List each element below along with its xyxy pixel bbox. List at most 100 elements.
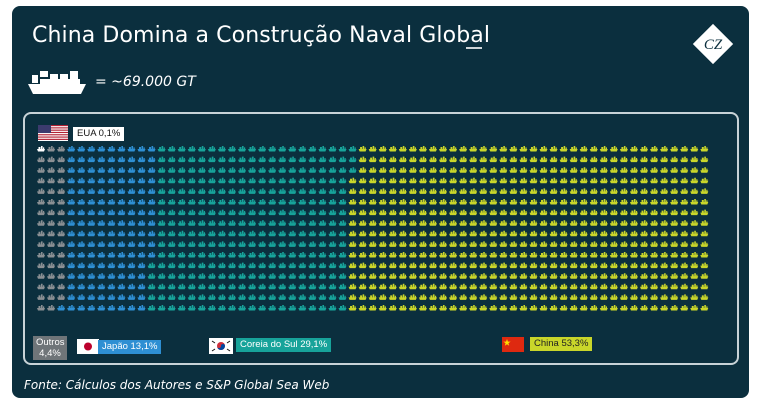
ship-mark-jap-o: [87, 294, 96, 300]
ship-mark-china: [489, 199, 498, 205]
ship-mark-china: [549, 209, 558, 216]
ship-mark-china: [499, 252, 508, 258]
ship-mark-china: [670, 305, 679, 311]
ship-mark-china: [439, 146, 447, 152]
ship-mark-coreia-do-sul: [147, 283, 156, 290]
ship-mark-coreia-do-sul: [298, 252, 307, 258]
ship-mark-china: [559, 230, 568, 237]
ship-mark-china: [418, 252, 427, 258]
ship-mark-china: [388, 220, 397, 226]
ship-mark-china: [509, 283, 518, 290]
ship-mark-china: [680, 294, 689, 300]
ship-mark-china: [479, 167, 488, 173]
ship-mark-coreia-do-sul: [157, 156, 166, 163]
ship-mark-jap-o: [137, 156, 146, 163]
ship-mark-coreia-do-sul: [328, 305, 337, 311]
ship-mark-coreia-do-sul: [207, 220, 216, 226]
ship-mark-china: [690, 156, 699, 163]
ship-mark-jap-o: [147, 188, 156, 194]
ship-mark-china: [690, 167, 699, 173]
ship-mark-jap-o: [87, 167, 96, 173]
ship-mark-coreia-do-sul: [278, 283, 287, 290]
ship-mark-china: [579, 273, 588, 279]
ship-mark-jap-o: [107, 273, 116, 279]
ship-mark-coreia-do-sul: [258, 305, 267, 311]
usa-flag-icon: [38, 125, 68, 146]
ship-mark-china: [559, 262, 568, 269]
ship-mark-china: [388, 252, 397, 258]
ship-mark-china: [519, 294, 528, 300]
ship-mark-china: [428, 230, 437, 237]
ship-mark-coreia-do-sul: [278, 273, 287, 279]
ship-mark-china: [449, 199, 458, 205]
ship-mark-coreia-do-sul: [187, 262, 196, 269]
ship-mark-china: [489, 209, 498, 216]
ship-mark-china: [629, 188, 638, 194]
ship-mark-coreia-do-sul: [288, 230, 297, 237]
ship-mark-jap-o: [127, 252, 136, 258]
ship-mark-jap-o: [147, 199, 156, 205]
ship-mark-coreia-do-sul: [207, 188, 216, 194]
ship-mark-china: [589, 220, 598, 226]
ship-mark-outros: [57, 188, 66, 194]
ship-mark-coreia-do-sul: [157, 252, 166, 258]
ship-mark-coreia-do-sul: [288, 209, 297, 216]
ship-mark-china: [378, 167, 387, 173]
unit-legend-text: = ~69.000 GT: [95, 74, 196, 90]
ship-mark-china: [609, 188, 618, 194]
ship-mark-china: [529, 209, 538, 216]
ship-mark-coreia-do-sul: [217, 283, 226, 290]
ship-mark-coreia-do-sul: [328, 199, 337, 205]
ship-mark-jap-o: [147, 177, 156, 184]
ship-mark-coreia-do-sul: [318, 305, 327, 311]
ship-mark-coreia-do-sul: [187, 188, 196, 194]
ship-mark-china: [599, 294, 608, 300]
ship-mark-china: [579, 230, 588, 237]
ship-mark-coreia-do-sul: [308, 273, 317, 279]
ship-mark-china: [670, 156, 679, 163]
ship-mark-china: [388, 262, 397, 269]
ship-mark-jap-o: [97, 262, 106, 269]
ship-mark-jap-o: [147, 252, 156, 258]
ship-mark-jap-o: [117, 305, 126, 311]
ship-mark-china: [509, 262, 518, 269]
ship-mark-outros: [57, 146, 66, 152]
ship-mark-china: [549, 283, 558, 290]
ship-mark-china: [619, 283, 628, 290]
ship-mark-china: [479, 241, 488, 247]
ship-mark-coreia-do-sul: [167, 220, 176, 226]
ship-mark-china: [660, 273, 669, 279]
ship-mark-china: [348, 177, 357, 184]
ship-mark-china: [378, 156, 387, 163]
ship-mark-coreia-do-sul: [298, 177, 307, 184]
ship-mark-china: [549, 305, 558, 311]
ship-mark-china: [388, 294, 397, 300]
ship-mark-jap-o: [117, 146, 126, 152]
ship-mark-outros: [57, 273, 66, 279]
ship-mark-jap-o: [87, 283, 96, 290]
ship-mark-outros: [37, 252, 45, 258]
ship-mark-china: [569, 156, 578, 163]
ship-mark-china: [489, 146, 498, 152]
ship-mark-china: [589, 305, 598, 311]
ship-mark-china: [609, 146, 618, 152]
ship-mark-china: [680, 252, 689, 258]
ship-mark-china: [368, 177, 377, 184]
ship-mark-coreia-do-sul: [227, 305, 236, 311]
ship-mark-china: [609, 220, 618, 226]
ship-mark-china: [398, 188, 407, 194]
ship-mark-coreia-do-sul: [197, 199, 206, 205]
ship-mark-china: [348, 273, 357, 279]
ship-mark-china: [519, 177, 528, 184]
ship-mark-jap-o: [77, 156, 86, 163]
ship-mark-coreia-do-sul: [157, 177, 166, 184]
ship-mark-china: [469, 230, 478, 237]
ship-mark-china: [358, 273, 367, 279]
ship-mark-china: [619, 241, 628, 247]
ship-mark-outros: [47, 273, 56, 279]
ship-mark-china: [519, 230, 528, 237]
ship-mark-china: [428, 177, 437, 184]
ship-mark-china: [388, 146, 397, 152]
ship-mark-coreia-do-sul: [258, 241, 267, 247]
ship-mark-china: [569, 230, 578, 237]
